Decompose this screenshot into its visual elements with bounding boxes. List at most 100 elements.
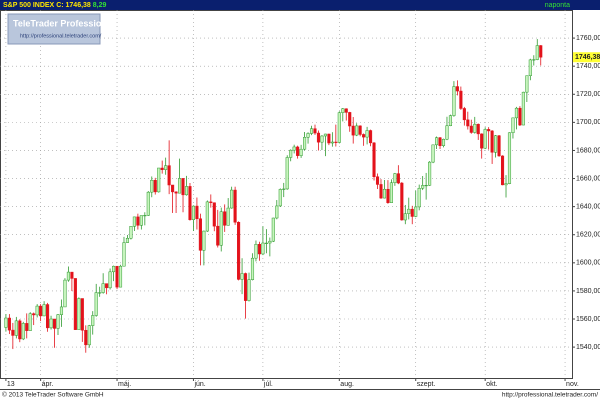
candle-body <box>511 117 515 134</box>
candle-body <box>250 257 255 280</box>
candle-body <box>275 205 279 219</box>
candle-body <box>66 271 70 281</box>
candle-body <box>334 141 338 143</box>
candle-body <box>98 292 102 294</box>
candle-body <box>32 313 36 316</box>
candle-body <box>240 273 244 280</box>
candle-body <box>289 149 293 158</box>
candle-body <box>129 226 133 239</box>
candle-body <box>178 178 182 194</box>
candle-body <box>473 123 477 133</box>
candle-body <box>230 189 234 209</box>
candle-body <box>223 211 227 226</box>
logo-name: TeleTrader Professional <box>13 18 114 28</box>
candle-body <box>94 292 98 316</box>
candle-body <box>514 107 518 119</box>
candle-body <box>87 325 91 346</box>
candle-body <box>150 179 154 193</box>
candle-body <box>49 318 53 329</box>
candle-body <box>532 59 536 61</box>
candle-body <box>164 165 168 170</box>
plot-frame <box>0 10 573 379</box>
candle-body <box>382 188 387 199</box>
candle-body <box>393 173 397 184</box>
instrument: S&P 500 INDEX <box>3 2 55 9</box>
candle-body <box>167 165 171 186</box>
candle-body <box>309 128 314 134</box>
y-tick-label: 1640,00 <box>576 203 600 210</box>
x-tick-label: máj. <box>118 381 131 388</box>
candle-body <box>14 320 18 336</box>
y-tick-label: 1560,00 <box>576 316 600 323</box>
candle-body <box>160 167 164 170</box>
candle-body <box>528 59 532 76</box>
candle-body <box>292 146 296 151</box>
last-price-label: 1746,38 <box>575 54 600 61</box>
candle-body <box>237 221 241 280</box>
x-tick-label: júl. <box>263 381 273 388</box>
change: 8,29 <box>93 2 107 9</box>
candle-body <box>403 213 407 221</box>
candle-body <box>313 128 317 134</box>
candle-body <box>146 191 150 216</box>
candle-body <box>278 189 282 207</box>
candle-body <box>476 123 480 135</box>
y-tick-label: 1720,00 <box>576 91 600 98</box>
candle-body <box>372 142 376 177</box>
candle-body <box>389 182 393 203</box>
candle-body <box>337 112 341 143</box>
candle-body <box>59 306 64 315</box>
candle-body <box>445 125 449 140</box>
candle-body <box>56 314 60 329</box>
candle-body <box>306 133 310 138</box>
candle-body <box>188 186 192 220</box>
candle-body <box>243 273 248 301</box>
candle-body <box>264 242 268 244</box>
candle-body <box>136 216 140 226</box>
candle-body <box>7 317 11 331</box>
x-tick-label: 13 <box>7 381 15 388</box>
y-tick-label: 1600,00 <box>576 260 600 267</box>
y-tick-label: 1740,00 <box>576 63 600 70</box>
candle-body <box>316 132 321 143</box>
candle-body <box>525 75 529 93</box>
y-tick-label: 1660,00 <box>576 175 600 182</box>
candle-body <box>282 188 286 190</box>
close-label: C: 1746,38 <box>56 2 91 9</box>
candle-body <box>483 129 487 149</box>
y-tick-label: 1540,00 <box>576 344 600 351</box>
candle-body <box>143 215 147 217</box>
logo-url: http://professional.teletrader.com/ <box>20 33 102 39</box>
candle-body <box>219 211 223 246</box>
candle-body <box>459 90 463 109</box>
candle-body <box>435 137 439 146</box>
candle-body <box>487 129 491 132</box>
candle-body <box>379 184 383 199</box>
candle-body <box>216 225 220 246</box>
candles <box>4 39 543 353</box>
period: naponta <box>545 2 570 9</box>
x-tick-label: jún. <box>193 381 205 388</box>
candle-body <box>257 244 261 255</box>
y-tick-label: 1700,00 <box>576 119 600 126</box>
candle-body <box>466 119 470 127</box>
candle-body <box>233 189 237 223</box>
x-tick-label: ápr. <box>42 381 54 388</box>
candle-body <box>375 176 380 185</box>
candle-body <box>424 185 428 187</box>
candle-body <box>73 278 77 330</box>
candle-body <box>504 183 508 186</box>
candle-body <box>25 323 29 331</box>
candle-body <box>341 108 345 113</box>
candle-body <box>101 283 105 293</box>
x-tick-label: okt. <box>486 381 497 388</box>
grid <box>0 10 572 378</box>
candle-body <box>344 108 348 113</box>
candle-body <box>469 125 473 133</box>
x-tick-label: nov. <box>566 381 579 388</box>
candle-body <box>452 86 456 116</box>
candle-body <box>521 91 525 126</box>
candle-body <box>46 304 50 329</box>
candle-body <box>153 179 157 193</box>
